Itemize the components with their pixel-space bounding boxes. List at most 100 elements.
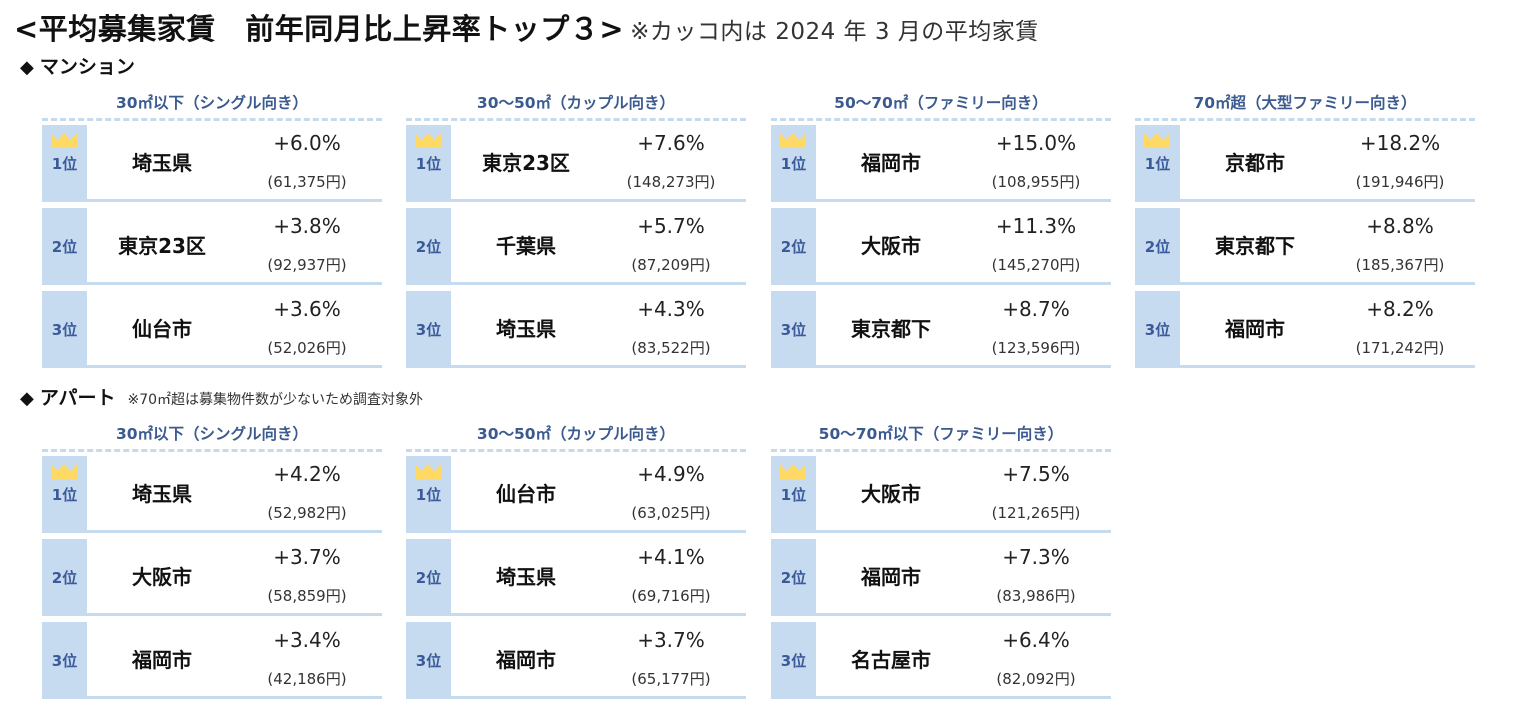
area-name: 千葉県: [496, 234, 556, 258]
ranking-row: 2位 福岡市 +7.3% (83,986円): [771, 539, 1111, 616]
rank-cell: 2位: [771, 208, 816, 285]
rank-cell: 2位: [42, 208, 87, 285]
increase-rate: +3.6%: [273, 297, 341, 321]
increase-rate: +4.2%: [273, 462, 341, 486]
increase-rate: +4.1%: [637, 545, 705, 569]
increase-rate: +8.2%: [1366, 297, 1434, 321]
rank-label: 3位: [415, 321, 442, 339]
increase-rate: +8.7%: [1002, 297, 1070, 321]
rank-label: 2位: [780, 238, 807, 256]
increase-rate: +5.7%: [637, 214, 705, 238]
title-note: ※カッコ内は 2024 年 3 月の平均家賃: [630, 19, 1039, 45]
ranking-row: 1位 大阪市 +7.5% (121,265円): [771, 456, 1111, 533]
rank-cell: 2位: [406, 208, 451, 285]
average-rent: (185,367円): [1355, 256, 1445, 274]
ranking-group: 30～50㎡（カップル向き） 1位 仙台市 +4.9% (63,025円) 2位…: [406, 421, 746, 705]
area-name: 福岡市: [1225, 317, 1285, 341]
rank-cell: 3位: [1135, 291, 1180, 368]
area-name: 東京都下: [851, 317, 931, 341]
rank-cell: 3位: [771, 622, 816, 699]
increase-rate: +15.0%: [995, 131, 1077, 155]
average-rent: (108,955円): [991, 173, 1081, 191]
average-rent: (82,092円): [996, 670, 1076, 688]
ranking-row: 2位 大阪市 +11.3% (145,270円): [771, 208, 1111, 285]
ranking-row: 1位 埼玉県 +4.2% (52,982円): [42, 456, 382, 533]
area-name: 大阪市: [861, 234, 921, 258]
increase-rate: +3.7%: [273, 545, 341, 569]
section-heading-apartment: ◆ アパート ※70㎡超は募集物件数が少ないため調査対象外: [20, 383, 423, 410]
ranking-group: 50～70㎡以下（ファミリー向き） 1位 大阪市 +7.5% (121,265円…: [771, 421, 1111, 705]
rank-cell: 2位: [1135, 208, 1180, 285]
increase-rate: +8.8%: [1366, 214, 1434, 238]
rank-label: 3位: [51, 652, 78, 670]
rank-label: 3位: [780, 652, 807, 670]
rank-cell: 3位: [42, 291, 87, 368]
diamond-icon: ◆: [20, 57, 34, 78]
diamond-icon: ◆: [20, 388, 34, 409]
average-rent: (52,982円): [267, 504, 347, 522]
ranking-row: 2位 東京23区 +3.8% (92,937円): [42, 208, 382, 285]
rank-label: 2位: [51, 569, 78, 587]
increase-rate: +3.7%: [637, 628, 705, 652]
ranking-row: 1位 仙台市 +4.9% (63,025円): [406, 456, 746, 533]
ranking-row: 3位 名古屋市 +6.4% (82,092円): [771, 622, 1111, 699]
area-name: 埼玉県: [496, 565, 556, 589]
average-rent: (171,242円): [1355, 339, 1445, 357]
ranking-row: 2位 埼玉県 +4.1% (69,716円): [406, 539, 746, 616]
area-name: 福岡市: [496, 648, 556, 672]
section-note: ※70㎡超は募集物件数が少ないため調査対象外: [127, 392, 424, 408]
rank-label: 1位: [51, 155, 78, 173]
increase-rate: +11.3%: [995, 214, 1077, 238]
ranking-row: 1位 埼玉県 +6.0% (61,375円): [42, 125, 382, 202]
average-rent: (92,937円): [267, 256, 347, 274]
increase-rate: +7.3%: [1002, 545, 1070, 569]
ranking-group: 50～70㎡（ファミリー向き） 1位 福岡市 +15.0% (108,955円)…: [771, 90, 1111, 374]
rank-label: 1位: [780, 486, 807, 504]
rank-cell: 3位: [406, 622, 451, 699]
ranking-group: 30～50㎡（カップル向き） 1位 東京23区 +7.6% (148,273円)…: [406, 90, 746, 374]
rank-cell: 3位: [771, 291, 816, 368]
ranking-row: 3位 埼玉県 +4.3% (83,522円): [406, 291, 746, 368]
crown-icon: [780, 133, 806, 148]
crown-icon: [51, 464, 77, 479]
rank-label: 2位: [51, 238, 78, 256]
rank-label: 2位: [1144, 238, 1171, 256]
rank-label: 2位: [415, 569, 442, 587]
increase-rate: +7.5%: [1002, 462, 1070, 486]
rank-label: 1位: [780, 155, 807, 173]
rank-label: 3位: [415, 652, 442, 670]
average-rent: (42,186円): [267, 670, 347, 688]
rank-cell: 3位: [406, 291, 451, 368]
average-rent: (69,716円): [631, 587, 711, 605]
ranking-group: 30㎡以下（シングル向き） 1位 埼玉県 +4.2% (52,982円) 2位 …: [42, 421, 382, 705]
group-title: 30～50㎡（カップル向き）: [476, 425, 676, 443]
group-title: 30㎡以下（シングル向き）: [115, 94, 309, 112]
rank-cell: 1位: [406, 125, 451, 202]
increase-rate: +3.4%: [273, 628, 341, 652]
rank-cell: 2位: [42, 539, 87, 616]
average-rent: (83,986円): [996, 587, 1076, 605]
rank-cell: 1位: [406, 456, 451, 533]
average-rent: (61,375円): [267, 173, 347, 191]
group-title: 30㎡以下（シングル向き）: [115, 425, 309, 443]
ranking-row: 2位 大阪市 +3.7% (58,859円): [42, 539, 382, 616]
increase-rate: +4.3%: [637, 297, 705, 321]
average-rent: (83,522円): [631, 339, 711, 357]
section-heading-mansion: ◆ マンション: [20, 52, 135, 79]
increase-rate: +6.4%: [1002, 628, 1070, 652]
ranking-group: 30㎡以下（シングル向き） 1位 埼玉県 +6.0% (61,375円) 2位 …: [42, 90, 382, 374]
dashed-divider: [406, 118, 746, 121]
crown-icon: [1144, 133, 1170, 148]
rank-cell: 1位: [42, 456, 87, 533]
rank-cell: 1位: [1135, 125, 1180, 202]
ranking-row: 3位 福岡市 +8.2% (171,242円): [1135, 291, 1475, 368]
area-name: 福岡市: [132, 648, 192, 672]
area-name: 大阪市: [861, 482, 921, 506]
ranking-row: 3位 福岡市 +3.4% (42,186円): [42, 622, 382, 699]
crown-icon: [415, 133, 441, 148]
increase-rate: +6.0%: [273, 131, 341, 155]
rank-cell: 3位: [42, 622, 87, 699]
rank-cell: 1位: [771, 125, 816, 202]
ranking-group: 70㎡超（大型ファミリー向き） 1位 京都市 +18.2% (191,946円)…: [1135, 90, 1475, 374]
ranking-row: 3位 仙台市 +3.6% (52,026円): [42, 291, 382, 368]
